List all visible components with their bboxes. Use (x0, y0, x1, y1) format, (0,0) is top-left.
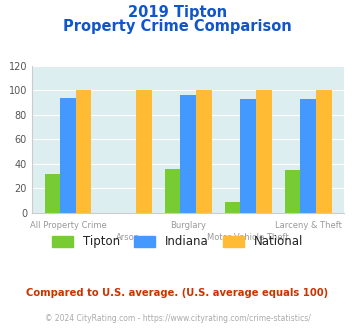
Text: © 2024 CityRating.com - https://www.cityrating.com/crime-statistics/: © 2024 CityRating.com - https://www.city… (45, 314, 310, 323)
Text: Property Crime Comparison: Property Crime Comparison (63, 19, 292, 34)
Bar (136, 90, 152, 213)
Bar (45, 174, 60, 213)
Bar (196, 90, 212, 213)
Text: 2019 Tipton: 2019 Tipton (128, 5, 227, 20)
Text: Motor Vehicle Theft: Motor Vehicle Theft (207, 233, 289, 242)
Bar (240, 99, 256, 213)
Bar (165, 169, 180, 213)
Text: All Property Crime: All Property Crime (29, 221, 106, 230)
Bar (180, 95, 196, 213)
Text: Larceny & Theft: Larceny & Theft (275, 221, 342, 230)
Bar (60, 98, 76, 213)
Text: Burglary: Burglary (170, 221, 206, 230)
Legend: Tipton, Indiana, National: Tipton, Indiana, National (48, 231, 307, 253)
Bar (76, 90, 92, 213)
Text: Arson: Arson (116, 233, 140, 242)
Text: Compared to U.S. average. (U.S. average equals 100): Compared to U.S. average. (U.S. average … (26, 288, 329, 298)
Bar (285, 170, 300, 213)
Bar (256, 90, 272, 213)
Bar (316, 90, 332, 213)
Bar (300, 99, 316, 213)
Bar (225, 202, 240, 213)
